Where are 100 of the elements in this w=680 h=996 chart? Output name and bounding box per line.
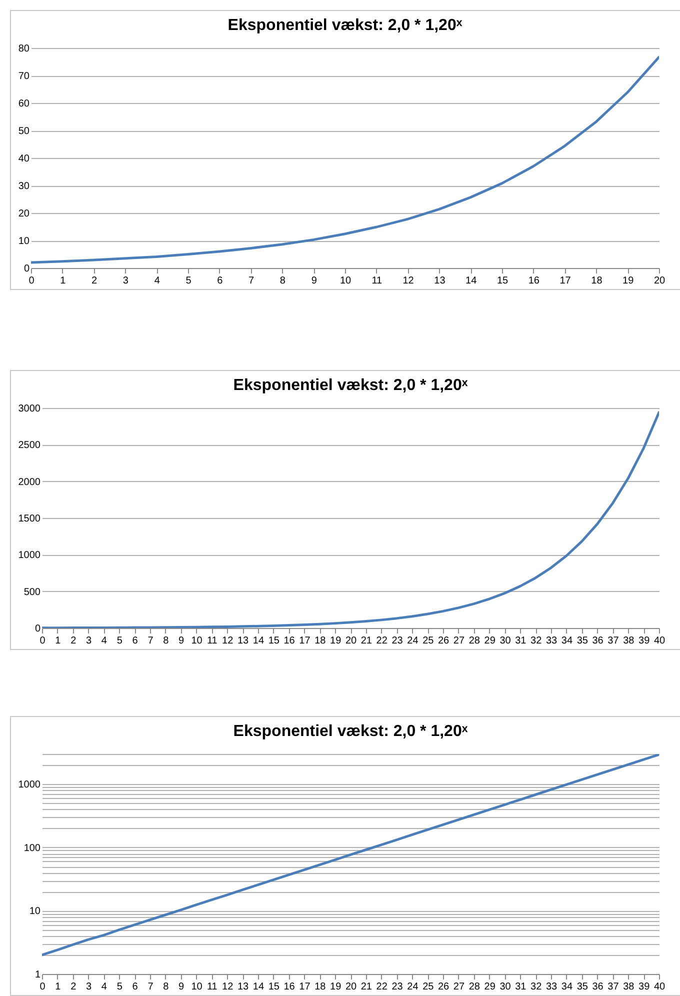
x-tick-label: 21 — [360, 982, 372, 992]
x-tick-label: 14 — [252, 982, 264, 992]
x-tick-label: 15 — [268, 636, 280, 646]
x-tick-label: 2 — [70, 636, 77, 646]
x-tick-label: 40 — [654, 982, 666, 992]
x-tick-label: 14 — [466, 276, 478, 286]
x-tick-label: 18 — [314, 636, 326, 646]
x-tick-label: 2 — [92, 276, 98, 286]
x-tick-label: 9 — [311, 276, 318, 286]
x-tick-label: 26 — [438, 982, 450, 992]
x-tick-label: 19 — [330, 636, 342, 646]
x-tick-label: 16 — [284, 982, 296, 992]
y-tick-label: 1500 — [18, 514, 41, 524]
x-tick-label: 24 — [407, 982, 419, 992]
x-tick-label: 28 — [468, 982, 480, 992]
y-tick-label: 2500 — [18, 440, 41, 452]
x-tick-label: 26 — [438, 636, 450, 646]
x-tick-label: 39 — [638, 636, 650, 646]
x-tick-label: 4 — [101, 636, 108, 646]
y-tick-label: 3000 — [18, 404, 41, 414]
x-tick-label: 6 — [132, 982, 138, 992]
x-tick-label: 11 — [372, 276, 383, 286]
x-tick-label: 7 — [248, 276, 255, 286]
y-tick-label: 30 — [18, 181, 30, 192]
x-tick-label: 12 — [402, 276, 414, 286]
x-tick-label: 10 — [191, 636, 203, 646]
x-tick-label: 35 — [576, 982, 588, 992]
x-tick-label: 8 — [280, 276, 286, 286]
x-tick-label: 16 — [284, 636, 296, 646]
x-tick-label: 3 — [86, 982, 92, 992]
y-tick-label: 1 — [34, 970, 41, 980]
x-tick-label: 38 — [623, 982, 635, 992]
chart-title: Eksponentiel vækst: 2,0 * 1,20ˣ — [233, 377, 468, 394]
x-tick-label: 32 — [530, 636, 542, 646]
x-tick-label: 12 — [222, 982, 234, 992]
x-tick-label: 15 — [268, 982, 280, 992]
x-tick-label: 1 — [55, 982, 62, 992]
x-tick-label: 25 — [422, 636, 434, 646]
x-tick-label: 18 — [591, 276, 603, 286]
x-tick-label: 4 — [101, 982, 108, 992]
x-tick-label: 1 — [60, 276, 66, 286]
x-tick-label: 17 — [299, 636, 311, 646]
x-tick-label: 16 — [528, 276, 540, 286]
x-tick-label: 14 — [252, 636, 264, 646]
x-tick-label: 1 — [55, 636, 62, 646]
y-tick-label: 40 — [18, 154, 30, 164]
x-tick-label: 5 — [116, 636, 123, 646]
x-tick-label: 31 — [515, 636, 527, 646]
x-tick-label: 38 — [623, 636, 635, 646]
x-tick-label: 30 — [500, 636, 512, 646]
line-series — [31, 56, 659, 264]
x-tick-label: 33 — [546, 636, 558, 646]
x-tick-label: 31 — [515, 982, 527, 992]
x-tick-label: 3 — [122, 276, 129, 286]
x-tick-label: 28 — [468, 636, 480, 646]
chart-title: Eksponentiel vækst: 2,0 * 1,20ˣ — [233, 723, 468, 740]
x-tick-label: 17 — [560, 276, 572, 286]
x-tick-label: 36 — [592, 982, 604, 992]
x-tick-label: 29 — [484, 982, 496, 992]
x-tick-label: 13 — [237, 982, 250, 992]
x-tick-label: 10 — [191, 982, 203, 992]
y-tick-label: 80 — [18, 44, 30, 54]
x-tick-label: 40 — [654, 636, 666, 646]
x-tick-label: 11 — [206, 636, 218, 646]
x-tick-label: 3 — [86, 636, 92, 646]
x-tick-label: 37 — [608, 636, 620, 646]
x-tick-label: 2 — [70, 982, 77, 992]
x-tick-label: 5 — [186, 276, 192, 286]
x-tick-label: 25 — [422, 982, 434, 992]
y-tick-label: 500 — [24, 586, 41, 598]
x-tick-label: 6 — [132, 636, 138, 646]
x-tick-label: 22 — [376, 982, 388, 992]
x-tick-label: 33 — [546, 982, 558, 992]
x-tick-label: 15 — [496, 276, 508, 286]
x-tick-label: 5 — [116, 982, 123, 992]
y-tick-label: 60 — [18, 98, 30, 110]
x-tick-label: 23 — [392, 982, 404, 992]
x-tick-label: 21 — [360, 636, 372, 646]
x-tick-label: 34 — [561, 982, 573, 992]
x-tick-label: 11 — [206, 982, 218, 992]
x-tick-label: 13 — [237, 636, 250, 646]
x-tick-label: 18 — [314, 982, 326, 992]
x-tick-label: 39 — [638, 982, 650, 992]
x-tick-label: 13 — [434, 276, 446, 286]
y-tick-label: 50 — [18, 126, 30, 137]
y-tick-label: 0 — [34, 624, 41, 634]
y-tick-label: 1000 — [18, 550, 41, 562]
x-tick-label: 27 — [453, 636, 465, 646]
chart-title: Eksponentiel vækst: 2,0 * 1,20ˣ — [228, 17, 462, 34]
x-tick-label: 23 — [392, 636, 404, 646]
y-tick-label: 70 — [18, 71, 30, 82]
x-tick-label: 27 — [453, 982, 465, 992]
x-tick-label: 10 — [340, 276, 352, 286]
x-tick-label: 32 — [530, 982, 542, 992]
x-tick-label: 22 — [376, 636, 388, 646]
x-tick-label: 19 — [622, 276, 634, 286]
x-tick-label: 7 — [148, 636, 154, 646]
x-tick-label: 36 — [592, 636, 604, 646]
x-tick-label: 20 — [345, 636, 357, 646]
x-tick-label: 17 — [299, 982, 311, 992]
